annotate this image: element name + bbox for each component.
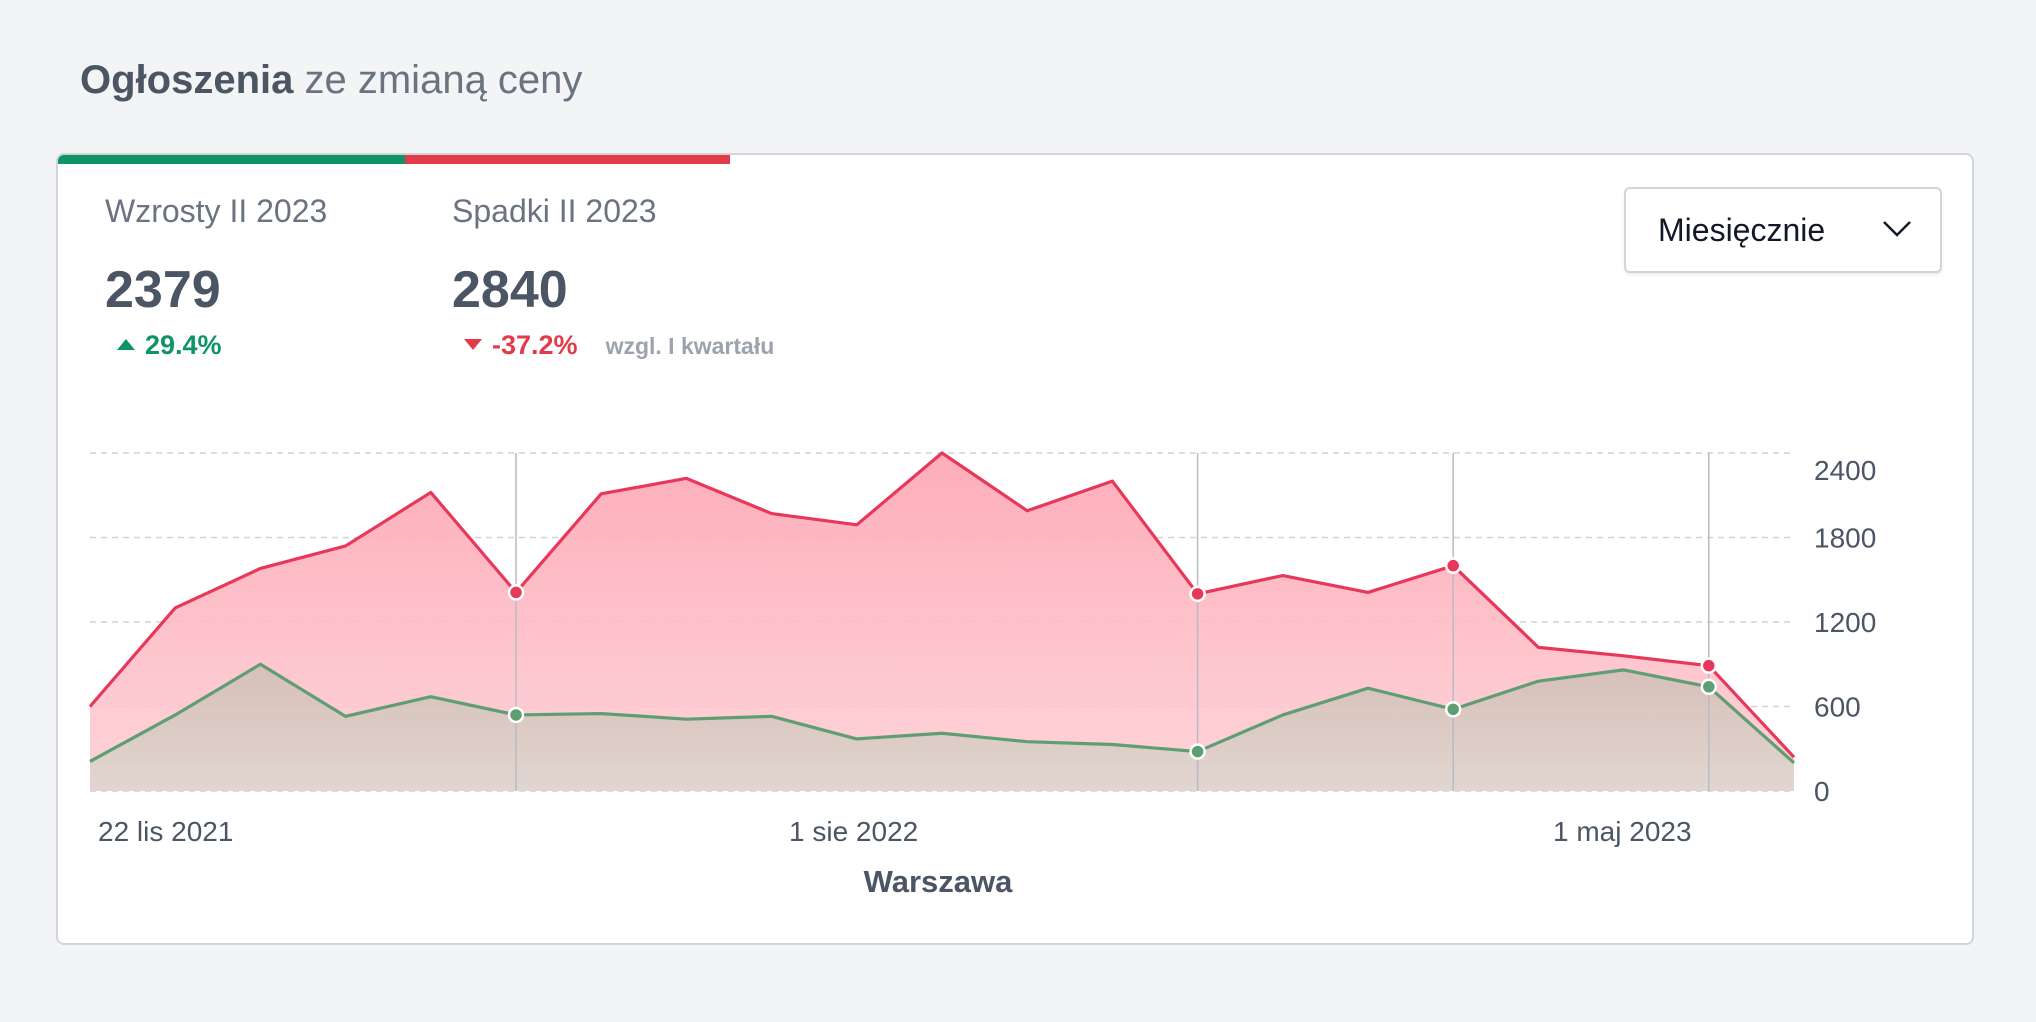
y-tick-label: 2400: [1814, 455, 1876, 486]
x-axis-title: Warszawa: [864, 864, 1014, 899]
page-title: Ogłoszenia ze zmianą ceny: [80, 58, 583, 102]
series-0-point: [1189, 585, 1206, 603]
series-1-point: [507, 706, 525, 724]
series-line-1: [89, 662, 1796, 765]
series-1-point: [1700, 678, 1718, 696]
x-tick-label: 1 sie 2022: [789, 816, 918, 847]
comparison-note: wzgl. I kwartału: [605, 333, 775, 359]
stat-increases: Wzrosty II 2023 2379 29.4%: [105, 193, 327, 361]
chevron-down-icon: [1883, 221, 1911, 237]
series-line-0: [88, 451, 1796, 759]
series-0-point: [1444, 557, 1462, 574]
stat-decreases-change: -37.2% wzgl. I kwartału: [452, 330, 774, 361]
decrease-share-bar: [405, 155, 730, 164]
period-select-value: Miesięcznie: [1658, 211, 1826, 248]
x-tick-label: 1 maj 2023: [1553, 816, 1692, 847]
stat-increases-label: Wzrosty II 2023: [105, 193, 328, 229]
y-tick-label: 0: [1814, 776, 1830, 807]
stat-decreases: Spadki II 2023 2840 -37.2% wzgl. I kwarta…: [452, 193, 774, 361]
increase-share-bar: [58, 155, 405, 164]
x-tick-label: 22 lis 2021: [98, 816, 233, 847]
arrow-up-icon: [117, 339, 135, 351]
y-tick-label: 1800: [1814, 523, 1876, 554]
series-1-point: [1444, 701, 1462, 718]
series-1-point: [1189, 743, 1206, 760]
period-select[interactable]: Miesięcznie: [1624, 187, 1942, 273]
y-tick-label: 1200: [1814, 607, 1876, 638]
arrow-down-icon: [464, 339, 482, 351]
series-0-point: [507, 584, 525, 601]
stat-increases-value: 2379: [105, 261, 221, 319]
stat-increases-change: 29.4%: [105, 330, 327, 361]
stat-decreases-value: 2840: [452, 261, 568, 319]
price-change-chart: 0 600 1200 1800 2400 22 lis 2021 1 sie 2022 1 m…: [88, 451, 1876, 899]
price-change-card: Wzrosty II 2023 2379 29.4% Spadki II 202…: [56, 153, 1974, 945]
stat-decreases-label: Spadki II 2023: [452, 193, 657, 229]
y-tick-label: 600: [1814, 692, 1861, 723]
series-0-point: [1700, 657, 1718, 674]
